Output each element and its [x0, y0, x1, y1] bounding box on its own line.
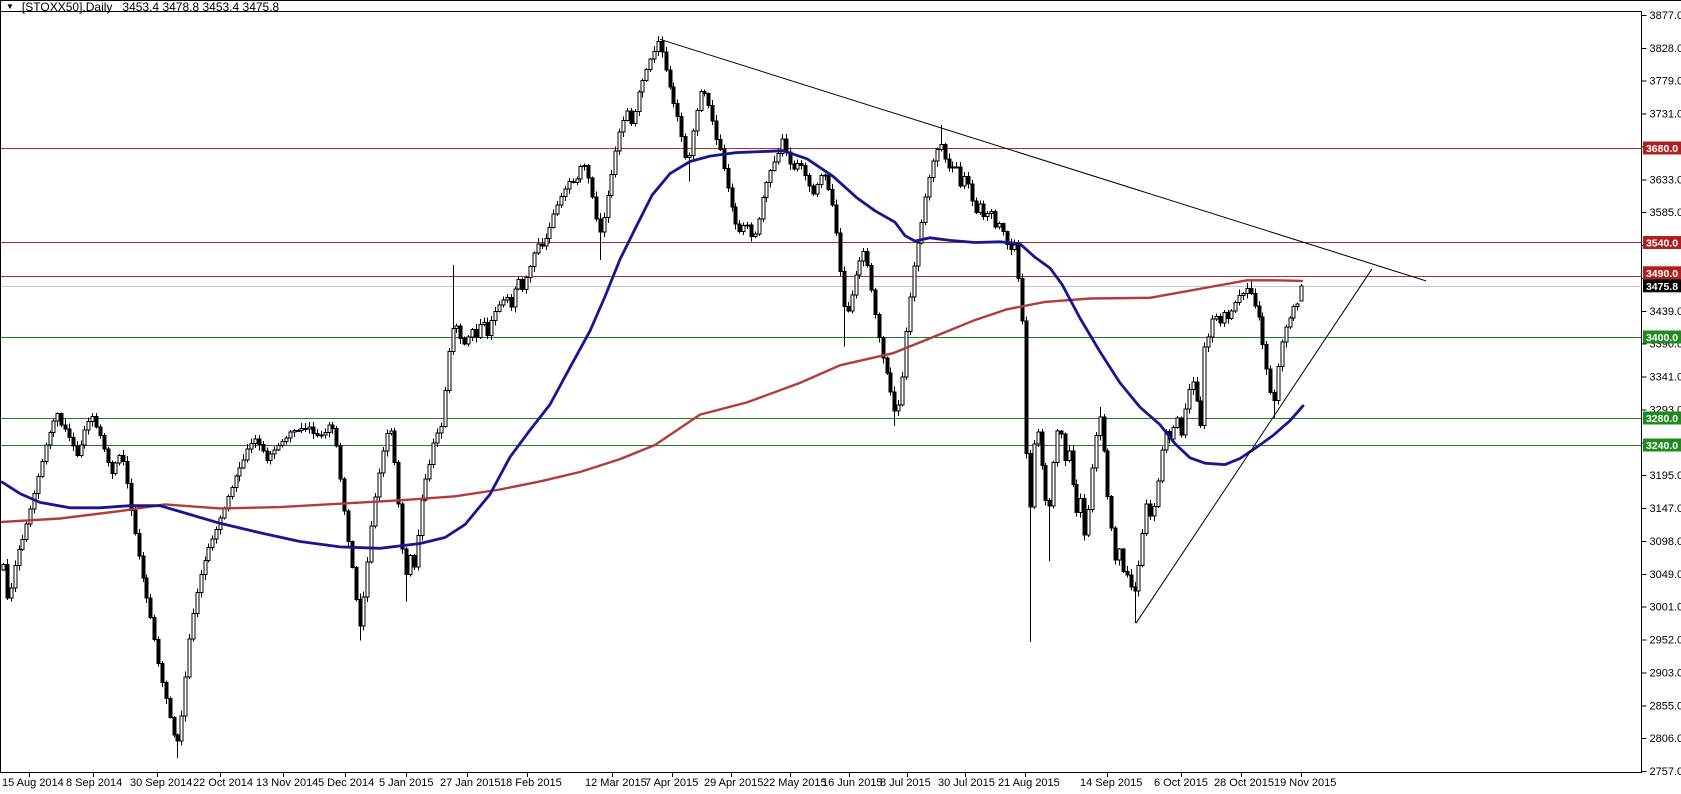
date-label: 14 Sep 2015 [1080, 777, 1142, 789]
price-tick-label: 3098.0 [1650, 536, 1681, 548]
price-tick-label: 3195.0 [1650, 470, 1681, 482]
badge-label: 3475.8 [1646, 281, 1678, 293]
date-label: 12 Mar 2015 [585, 777, 647, 789]
badge-label: 3490.0 [1646, 268, 1678, 280]
date-label: 29 Apr 2015 [704, 777, 763, 789]
price-tick-label: 3001.0 [1650, 602, 1681, 614]
date-label: 8 Jul 2015 [880, 777, 931, 789]
price-tick-label: 3341.0 [1650, 372, 1681, 384]
date-label: 5 Jan 2015 [379, 777, 433, 789]
badge-label: 3280.0 [1646, 413, 1678, 425]
price-tick-label: 2855.0 [1650, 700, 1681, 712]
date-label: 5 Dec 2014 [318, 777, 374, 789]
chart-title: ▼ [STOXX50],Daily 3453.4 3478.8 3453.4 3… [6, 1, 279, 12]
date-label: 22 Oct 2014 [193, 777, 253, 789]
price-tick-label: 3439.0 [1650, 306, 1681, 318]
badge-label: 3680.0 [1646, 143, 1678, 155]
price-tick-label: 3877.0 [1650, 10, 1681, 22]
date-label: 28 Oct 2015 [1214, 777, 1274, 789]
badge-label: 3540.0 [1646, 238, 1678, 250]
price-tick-label: 3633.0 [1650, 174, 1681, 186]
date-label: 27 Jan 2015 [440, 777, 501, 789]
price-tick-label: 2903.0 [1650, 667, 1681, 679]
date-label: 19 Nov 2015 [1274, 777, 1336, 789]
price-tick-label: 3828.0 [1650, 43, 1681, 55]
symbol-dropdown-icon[interactable]: ▼ [6, 1, 14, 12]
price-tick-label: 3731.0 [1650, 109, 1681, 121]
date-label: 8 Sep 2014 [66, 777, 122, 789]
price-axis[interactable]: 3877.03828.03779.03731.03682.03633.03585… [1642, 10, 1681, 778]
badge-label: 3240.0 [1646, 440, 1678, 452]
date-label: 30 Jul 2015 [938, 777, 995, 789]
price-tick-label: 3779.0 [1650, 76, 1681, 88]
chart-frame [0, 1, 1642, 773]
date-label: 16 Jun 2015 [822, 777, 883, 789]
price-tick-label: 3049.0 [1650, 569, 1681, 581]
date-label: 30 Sep 2014 [130, 777, 192, 789]
date-label: 15 Aug 2014 [2, 777, 64, 789]
date-label: 22 May 2015 [763, 777, 827, 789]
price-tick-label: 2806.0 [1650, 733, 1681, 745]
chart-title-symbol: [STOXX50],Daily [22, 0, 112, 14]
date-label: 21 Aug 2015 [998, 777, 1060, 789]
date-label: 18 Feb 2015 [500, 777, 562, 789]
price-tick-label: 3585.0 [1650, 207, 1681, 219]
date-label: 6 Oct 2015 [1154, 777, 1208, 789]
date-label: 13 Nov 2014 [256, 777, 318, 789]
chart-title-ohlc: 3453.4 3478.8 3453.4 3475.8 [122, 0, 279, 14]
price-tick-label: 2757.0 [1650, 766, 1681, 778]
level-lines[interactable] [1, 149, 1642, 446]
price-tick-label: 3147.0 [1650, 503, 1681, 515]
price-tick-label: 2952.0 [1650, 635, 1681, 647]
candlestick-series [2, 36, 1303, 758]
date-label: 7 Apr 2015 [645, 777, 698, 789]
badge-label: 3400.0 [1646, 332, 1678, 344]
